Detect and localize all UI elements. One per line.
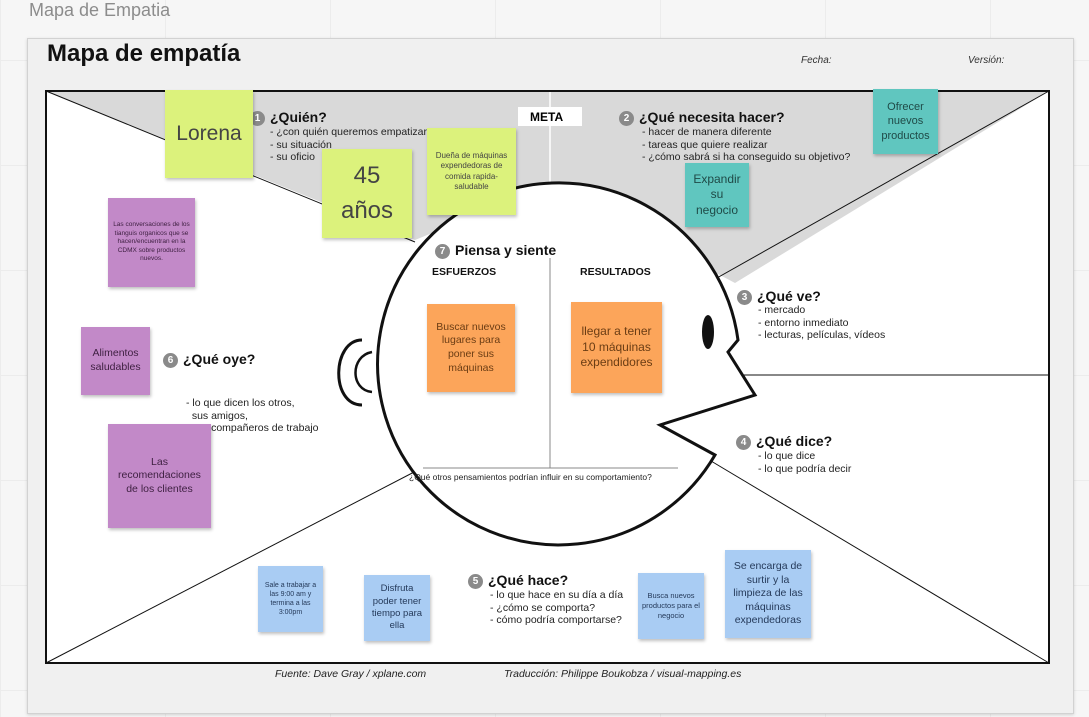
top-zone	[46, 91, 1049, 283]
ear-inner	[354, 350, 373, 394]
sticky-note-buscar-lugares[interactable]: Buscar nuevos lugares para poner sus máq…	[427, 304, 515, 392]
sticky-note-lorena[interactable]: Lorena	[165, 90, 253, 178]
diagonal-bottom-left	[45, 469, 419, 664]
meta-label: META	[530, 110, 564, 124]
eye-icon	[702, 315, 714, 349]
diagonal-top-right	[707, 90, 1050, 284]
sticky-note-disfruta[interactable]: Disfruta poder tener tiempo para ella	[364, 575, 430, 641]
number-2-icon: 2	[619, 111, 634, 126]
sticky-note-sale-trabajar[interactable]: Sale a trabajar a las 9:00 am y termina …	[258, 566, 323, 632]
section-hace-title: 5 ¿Qué hace?	[468, 572, 568, 589]
sticky-note-alimentos[interactable]: Alimentos saludables	[81, 327, 150, 395]
sticky-note-llegar[interactable]: llegar a tener 10 máquinas expendidores	[571, 302, 662, 393]
canvas-title: Mapa de empatía	[47, 40, 241, 67]
section-quien-items: - ¿con quién queremos empatizar? - su sit…	[270, 126, 433, 163]
sticky-note-edad[interactable]: 45 años	[322, 149, 412, 238]
diagonal-bottom-right	[705, 457, 1050, 664]
meta-box	[518, 107, 582, 126]
ear-icon	[337, 338, 363, 407]
section-necesita-title: 2 ¿Qué necesita hacer?	[619, 109, 785, 126]
sticky-note-ofrecer[interactable]: Ofrecer nuevos productos	[873, 89, 938, 154]
number-1-icon: 1	[250, 111, 265, 126]
number-4-icon: 4	[736, 435, 751, 450]
footer-translation: Traducción: Philippe Boukobza / visual-m…	[504, 668, 742, 680]
section-dice-items: - lo que dice - lo que podría decir	[758, 450, 852, 475]
section-ve-items: - mercado - entorno inmediato - lecturas, …	[758, 304, 886, 341]
section-hace-items: - lo que hace en su día a día - ¿cómo se …	[490, 589, 624, 626]
fecha-label: Fecha:	[801, 55, 832, 66]
otros-pensamientos-question: ¿Qué otros pensamientos podrían influir …	[409, 472, 652, 482]
version-label: Versión:	[968, 55, 1005, 66]
resultados-label: RESULTADOS	[580, 266, 651, 278]
number-6-icon: 6	[163, 353, 178, 368]
number-7-icon: 7	[435, 244, 450, 259]
head-outline	[376, 181, 758, 547]
sticky-note-buscar-productos[interactable]: Busca nuevos productos para el negocio	[638, 573, 704, 639]
board-title: Mapa de Empatia	[29, 0, 171, 20]
section-oye-title: 6 ¿Qué oye?	[163, 351, 255, 368]
number-5-icon: 5	[468, 574, 483, 589]
section-dice-title: 4 ¿Qué dice?	[736, 433, 832, 450]
footer-source: Fuente: Dave Gray / xplane.com	[275, 668, 427, 680]
canvas-border	[45, 90, 1050, 664]
sticky-note-expandir[interactable]: Expandir su negocio	[685, 163, 749, 227]
sticky-note-tianguis[interactable]: Las conversaciones de los tianguis organ…	[108, 198, 195, 287]
section-necesita-items: - hacer de manera diferente - tareas que …	[642, 126, 851, 163]
sticky-note-encarga[interactable]: Se encarga de surtir y la limpieza de la…	[725, 550, 811, 638]
number-3-icon: 3	[737, 290, 752, 305]
esfuerzos-label: ESFUERZOS	[432, 266, 497, 278]
sticky-note-duena[interactable]: Dueña de máquinas expendedoras de comida…	[427, 128, 516, 215]
section-quien-title: 1 ¿Quién?	[250, 109, 327, 126]
sticky-note-recomendaciones[interactable]: Las recomendaciones de los clientes	[108, 424, 211, 528]
section-piensa-title: 7 Piensa y siente	[435, 242, 556, 259]
section-ve-title: 3 ¿Qué ve?	[737, 288, 821, 305]
